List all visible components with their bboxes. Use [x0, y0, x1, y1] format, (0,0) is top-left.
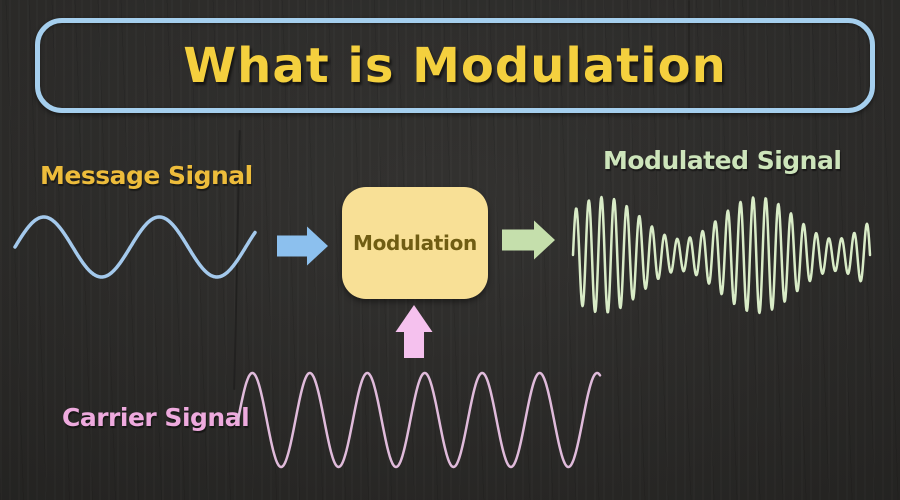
label-message-signal: Message Signal	[40, 161, 253, 190]
message-wave	[13, 215, 257, 279]
carrier-wave	[236, 371, 602, 469]
title-box: What is Modulation	[35, 18, 875, 113]
right-arrow-icon	[277, 226, 328, 266]
label-carrier-signal: Carrier Signal	[62, 403, 250, 432]
modulated-wave	[571, 195, 872, 315]
chalkboard-scratch	[688, 0, 690, 120]
label-modulated-signal: Modulated Signal	[603, 146, 842, 175]
modulation-block: Modulation	[342, 187, 488, 299]
right-arrow-icon	[502, 220, 555, 260]
page-title: What is Modulation	[183, 37, 727, 94]
up-arrow-icon	[395, 305, 433, 358]
modulation-block-label: Modulation	[353, 231, 477, 255]
